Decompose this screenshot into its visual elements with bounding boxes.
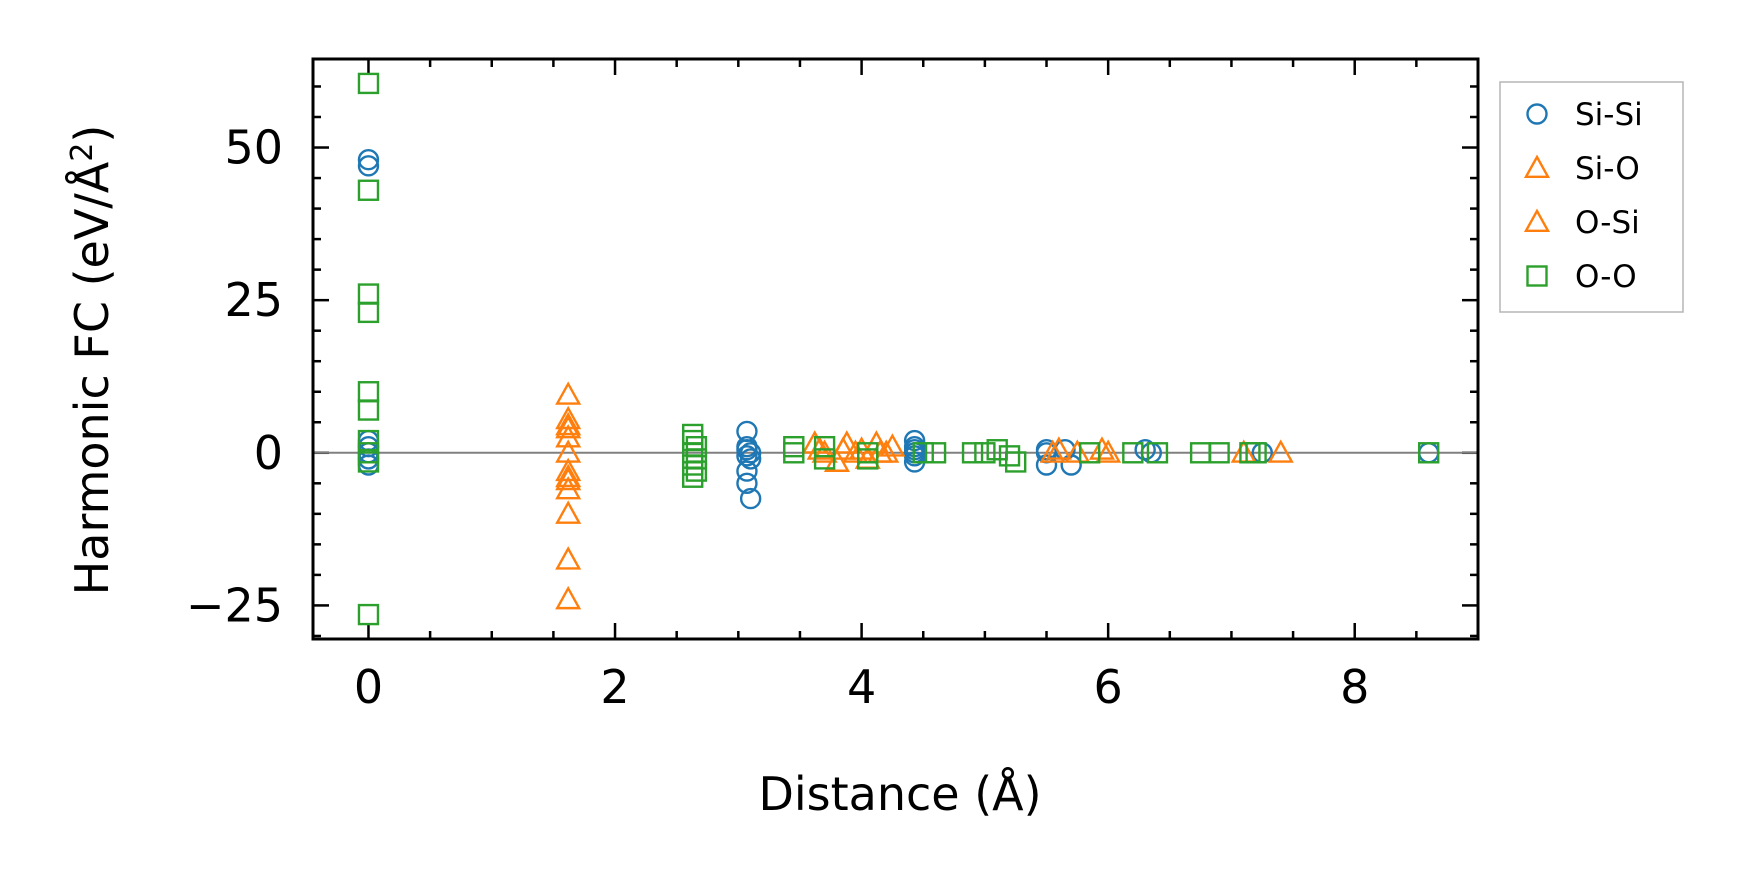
x-tick-label: 2 — [600, 660, 629, 714]
data-point-si-o — [879, 433, 906, 457]
data-point-o-o — [1004, 451, 1027, 473]
plot-area-frame — [311, 57, 1480, 641]
data-point-si-si — [357, 155, 380, 177]
data-point-o-o — [924, 442, 947, 464]
data-point-o-si — [555, 411, 582, 436]
x-tick-label: 0 — [354, 660, 383, 714]
data-point-o-o — [961, 442, 984, 464]
data-point-o-o — [357, 381, 380, 403]
data-point-si-si — [739, 448, 762, 470]
data-point-o-o — [1146, 442, 1169, 464]
data-point-si-o — [823, 448, 850, 472]
data-point-o-o — [682, 466, 704, 488]
data-point-si-o — [555, 414, 582, 439]
data-point-si-o — [555, 500, 582, 524]
data-point-si-o — [555, 381, 582, 405]
legend-label-si-si: Si-Si — [1575, 97, 1643, 133]
data-point-si-si — [736, 439, 758, 461]
data-point-o-si — [1045, 436, 1072, 460]
data-point-o-o — [783, 442, 805, 464]
data-point-o-o — [685, 460, 708, 482]
data-point-o-o — [357, 72, 380, 95]
data-point-o-o — [813, 448, 836, 470]
data-point-o-o — [1245, 442, 1267, 464]
data-point-o-o — [1078, 442, 1101, 464]
data-point-o-o — [357, 399, 380, 421]
data-point-si-o — [1039, 439, 1066, 463]
data-point-o-o — [1208, 442, 1230, 464]
data-point-o-o — [912, 442, 934, 464]
data-point-o-si — [867, 439, 894, 463]
y-axis-label: Harmonic FC (eV/Å2) — [65, 125, 119, 596]
legend-marker-si-o — [1523, 154, 1551, 179]
data-point-si-o — [1267, 439, 1294, 463]
data-point-si-o — [1095, 439, 1122, 463]
data-point-si-si — [736, 472, 758, 495]
data-point-si-o — [555, 424, 582, 448]
data-point-o-o — [998, 445, 1021, 467]
data-point-o-o — [357, 283, 380, 305]
data-point-si-o — [1064, 439, 1091, 463]
legend-marker-o-si — [1523, 208, 1551, 233]
data-point-o-o — [986, 439, 1008, 461]
data-point-o-o — [357, 179, 380, 201]
legend-item-o-si: O-Si — [1523, 205, 1640, 241]
data-point-si-o — [555, 585, 582, 610]
data-point-si-si — [736, 460, 758, 482]
data-point-si-o — [555, 546, 582, 570]
y-tick-label: 50 — [224, 121, 283, 175]
data-point-si-si — [1134, 439, 1156, 461]
data-point-o-o — [1122, 442, 1144, 464]
legend: Si-Si Si-O O-Si O-O — [1499, 81, 1684, 313]
data-point-o-o — [813, 435, 836, 458]
legend-item-o-o: O-O — [1526, 259, 1637, 295]
data-point-o-o — [357, 429, 380, 452]
legend-label-o-o: O-O — [1575, 259, 1637, 295]
data-point-o-o — [1417, 442, 1440, 464]
legend-marker-si-si — [1526, 103, 1548, 125]
x-tick-label: 8 — [1340, 660, 1369, 714]
data-point-si-o — [555, 475, 582, 500]
data-points — [357, 72, 1440, 626]
x-axis-label: Distance (Å) — [758, 767, 1041, 821]
x-tick-label: 4 — [847, 660, 876, 714]
legend-marker-o-o — [1526, 265, 1548, 287]
y-tick-label: 0 — [254, 426, 283, 480]
x-axis-ticks: 0 2 4 6 8 — [354, 59, 1480, 714]
legend-item-si-o: Si-O — [1523, 151, 1640, 187]
data-point-o-o — [357, 451, 380, 473]
data-point-si-si — [1035, 454, 1058, 476]
data-point-o-si — [555, 463, 582, 488]
data-point-si-si — [736, 445, 758, 467]
data-point-o-o — [357, 301, 380, 324]
x-tick-label: 6 — [1094, 660, 1123, 714]
data-point-si-o — [555, 466, 582, 491]
data-point-si-o — [811, 439, 838, 463]
data-point-o-o — [857, 448, 879, 470]
y-tick-label: 25 — [224, 273, 283, 327]
data-point-o-o — [974, 442, 996, 464]
data-point-o-si — [830, 436, 857, 460]
data-point-si-si — [739, 487, 762, 510]
data-point-si-o — [1230, 439, 1257, 463]
data-point-o-si — [1088, 436, 1116, 460]
data-point-o-o — [357, 603, 380, 626]
y-axis-ticks: −25 0 25 50 — [186, 85, 1478, 638]
legend-item-si-si: Si-Si — [1526, 97, 1643, 133]
data-point-si-si — [357, 149, 380, 171]
data-point-o-o — [682, 454, 704, 476]
y-tick-label: −25 — [186, 578, 283, 632]
legend-label-o-si: O-Si — [1575, 205, 1640, 241]
legend-label-si-o: Si-O — [1575, 151, 1640, 187]
